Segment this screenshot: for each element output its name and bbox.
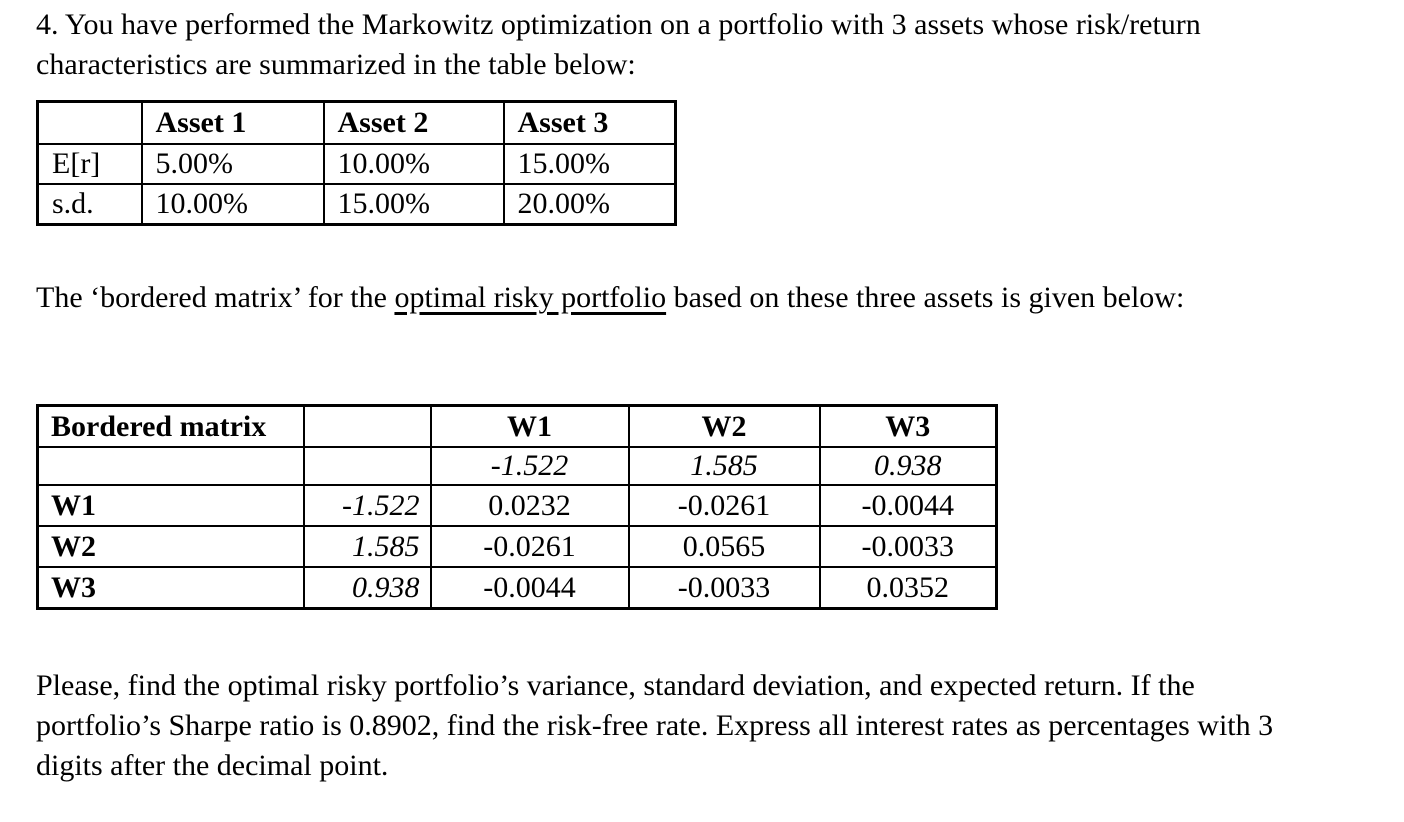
matrix-cell: -0.0033 <box>627 566 821 610</box>
row-weight: 0.938 <box>302 566 432 610</box>
weight-column-header: W1 <box>429 404 630 448</box>
row-label: W2 <box>36 525 305 568</box>
caption-text-before: The ‘bordered matrix’ for the <box>36 281 395 314</box>
asset-column-header: Asset 3 <box>502 100 677 145</box>
table-cell: 5.00% <box>140 143 325 185</box>
matrix-cell: -0.0044 <box>429 566 630 610</box>
bordered-matrix-title: Bordered matrix <box>36 404 305 448</box>
assets-corner-cell <box>36 100 143 145</box>
matrix-cell: 0.0232 <box>429 484 630 527</box>
asset-column-header: Asset 1 <box>140 100 325 145</box>
weight-value: -1.522 <box>429 446 630 486</box>
matrix-row: W2 1.585 -0.0261 0.0565 -0.0033 <box>36 525 998 568</box>
asset-column-header: Asset 2 <box>322 100 505 145</box>
underlined-term: optimal risky portfolio <box>394 281 667 314</box>
table-cell: 10.00% <box>322 143 505 185</box>
empty-cell <box>302 404 432 448</box>
question-intro-paragraph: 4. You have performed the Markowitz opti… <box>36 8 1201 81</box>
row-label: E[r] <box>36 143 143 185</box>
bordered-matrix-table: Bordered matrix W1 W2 W3 -1.522 1.585 0.… <box>36 404 998 610</box>
asset-characteristics-table: Asset 1 Asset 2 Asset 3 E[r] 5.00% 10.00… <box>36 100 677 226</box>
matrix-cell: 0.0565 <box>627 525 821 568</box>
weight-value: 0.938 <box>818 446 998 486</box>
row-weight: -1.522 <box>302 484 432 527</box>
empty-cell <box>302 446 432 486</box>
question-task-paragraph: Please, find the optimal risky portfolio… <box>36 669 1274 782</box>
table-cell: 15.00% <box>502 143 677 185</box>
matrix-row: W1 -1.522 0.0232 -0.0261 -0.0044 <box>36 484 998 527</box>
matrix-cell: -0.0033 <box>818 525 998 568</box>
table-row: E[r] 5.00% 10.00% 15.00% <box>36 143 677 185</box>
matrix-cell: -0.0261 <box>627 484 821 527</box>
empty-cell <box>36 446 305 486</box>
weights-row: -1.522 1.585 0.938 <box>36 446 998 486</box>
row-label: W3 <box>36 566 305 610</box>
matrix-cell: -0.0044 <box>818 484 998 527</box>
matrix-cell: 0.0352 <box>818 566 998 610</box>
table-row: s.d. 10.00% 15.00% 20.00% <box>36 183 677 226</box>
table-cell: 10.00% <box>140 183 325 226</box>
table-cell: 15.00% <box>322 183 505 226</box>
bordered-matrix-caption: The ‘bordered matrix’ for the optimal ri… <box>36 278 1306 318</box>
matrix-cell: -0.0261 <box>429 525 630 568</box>
weight-column-header: W3 <box>818 404 998 448</box>
caption-text-after: based on these three assets is given bel… <box>666 281 1185 314</box>
table-cell: 20.00% <box>502 183 677 226</box>
bordered-matrix-header-row: Bordered matrix W1 W2 W3 <box>36 404 998 448</box>
weight-column-header: W2 <box>627 404 821 448</box>
matrix-row: W3 0.938 -0.0044 -0.0033 0.0352 <box>36 566 998 610</box>
row-weight: 1.585 <box>302 525 432 568</box>
weight-value: 1.585 <box>627 446 821 486</box>
assets-header-row: Asset 1 Asset 2 Asset 3 <box>36 100 677 145</box>
row-label: s.d. <box>36 183 143 226</box>
row-label: W1 <box>36 484 305 527</box>
